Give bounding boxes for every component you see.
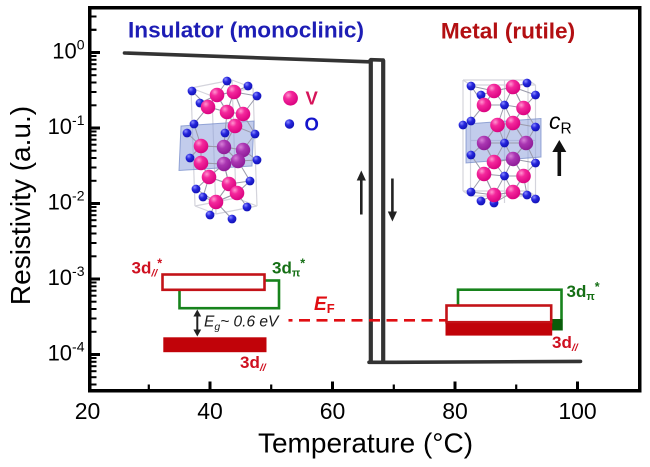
svg-text:10-1: 10-1 xyxy=(48,112,85,139)
svg-text:Eg~ 0.6 eV: Eg~ 0.6 eV xyxy=(204,314,280,334)
svg-text:40: 40 xyxy=(197,398,223,424)
svg-text:100: 100 xyxy=(558,398,596,424)
svg-text:V: V xyxy=(306,88,319,109)
svg-text:O: O xyxy=(305,114,319,135)
svg-text:Insulator (monoclinic): Insulator (monoclinic) xyxy=(128,18,364,43)
svg-text:Resistivity (a.u.): Resistivity (a.u.) xyxy=(5,106,36,305)
svg-text:10-2: 10-2 xyxy=(48,188,85,215)
svg-text:Metal (rutile): Metal (rutile) xyxy=(441,19,575,44)
svg-text:60: 60 xyxy=(320,398,346,424)
svg-text:80: 80 xyxy=(442,398,468,424)
svg-text:Temperature (°C): Temperature (°C) xyxy=(258,428,473,459)
svg-text:20: 20 xyxy=(75,398,101,424)
